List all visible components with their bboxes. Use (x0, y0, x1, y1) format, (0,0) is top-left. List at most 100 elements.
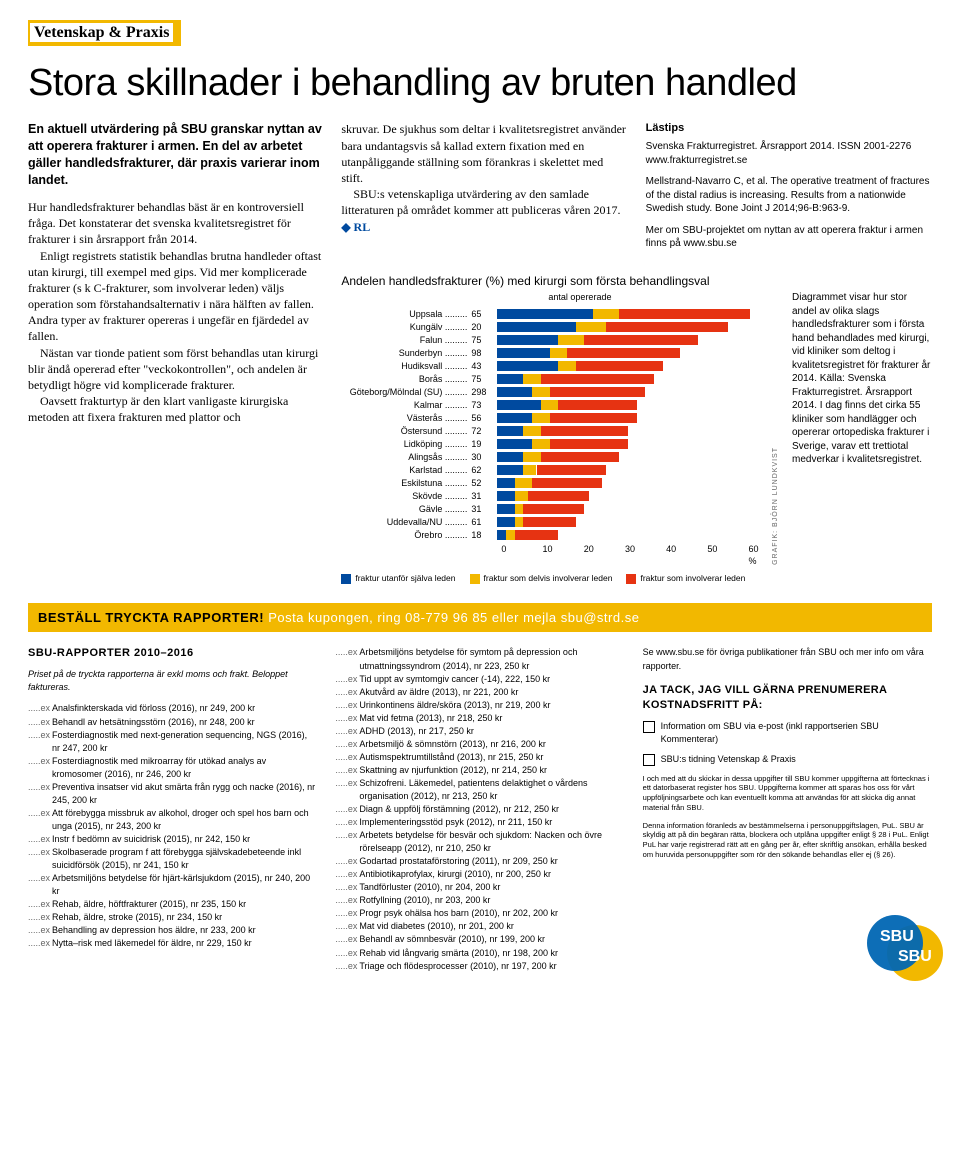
fine-print-2: Denna information föranleds av bestämmel… (643, 821, 932, 860)
body-p3: Nästan var tionde patient som först beha… (28, 345, 323, 394)
bar-row: Falun .........75 (341, 333, 758, 346)
bar-row: Uppsala .........65 (341, 307, 758, 320)
order-item: .....ex Implementeringsstöd psyk (2012),… (335, 816, 624, 829)
tips-p1: Svenska Frakturregistret. Årsrapport 201… (646, 140, 932, 167)
order-item: .....ex Progr psyk ohälsa hos barn (2010… (335, 907, 624, 920)
bar-row: Borås .........75 (341, 372, 758, 385)
bar-row: Östersund .........72 (341, 424, 758, 437)
order-item: .....ex Behandl av sömnbesvär (2010), nr… (335, 933, 624, 946)
bar-row: Kungälv .........20 (341, 320, 758, 333)
brand: Vetenskap & Praxis (30, 23, 173, 42)
lead-paragraph: En aktuell utvärdering på SBU granskar n… (28, 121, 323, 189)
tips-p2: Mellstrand-Navarro C, et al. The operati… (646, 175, 932, 216)
see-website: Se www.sbu.se för övriga publikationer f… (643, 646, 932, 672)
order-item: .....ex Triage och flödesprocesser (2010… (335, 960, 624, 973)
svg-text:SBU: SBU (898, 948, 932, 965)
chart-container: Andelen handledsfrakturer (%) med kirurg… (341, 273, 932, 585)
chart-legend: fraktur utanför själva leden fraktur som… (341, 573, 758, 584)
chart-caption: Diagrammet visar hur stor andel av olika… (792, 291, 932, 585)
author-mark: ◆ RL (341, 220, 370, 234)
body-p4: Oavsett frakturtyp är den klart vanligas… (28, 393, 323, 425)
order-list-1: .....ex Analsfinkterskada vid förloss (2… (28, 702, 317, 950)
order-item: .....ex Nytta–risk med läkemedel för äld… (28, 937, 317, 950)
tips-heading: Lästips (646, 121, 932, 136)
order-item: .....ex Fosterdiagnostik med next-genera… (28, 729, 317, 755)
order-item: .....ex Akutvård av äldre (2013), nr 221… (335, 686, 624, 699)
order-item: .....ex Tandförluster (2010), nr 204, 20… (335, 881, 624, 894)
body-p2: Enligt registrets statistik behandlas br… (28, 248, 323, 345)
banner-left: BESTÄLL TRYCKTA RAPPORTER! (38, 610, 264, 625)
order-item: .....ex Arbetsmiljö & sömnstörn (2013), … (335, 738, 624, 751)
order-item: .....ex Skolbaserade program f att föreb… (28, 846, 317, 872)
order-item: .....ex Godartad prostataförstoring (201… (335, 855, 624, 868)
column-3-tips: Lästips Svenska Frakturregistret. Årsrap… (646, 121, 932, 258)
order-item: .....ex Mat vid diabetes (2010), nr 201,… (335, 920, 624, 933)
order-item: .....ex Rehab vid långvarig smärta (2010… (335, 947, 624, 960)
order-item: .....ex Behandl av hetsätningsstörn (201… (28, 716, 317, 729)
bar-row: Göteborg/Mölndal (SU) .........298 (341, 385, 758, 398)
bar-row: Skövde .........31 (341, 489, 758, 502)
order-item: .....ex Urinkontinens äldre/sköra (2013)… (335, 699, 624, 712)
order-item: .....ex Fosterdiagnostik med mikroarray … (28, 755, 317, 781)
article-columns: En aktuell utvärdering på SBU granskar n… (28, 121, 932, 584)
checkbox-label-1: Information om SBU via e-post (inkl rapp… (661, 720, 932, 746)
section-badge: Vetenskap & Praxis (28, 20, 181, 46)
banner-right: Posta kupongen, ring 08-779 96 85 eller … (268, 610, 639, 625)
order-col-2: .....ex Arbetsmiljöns betydelse för symt… (335, 646, 624, 972)
bar-row: Lidköping .........19 (341, 437, 758, 450)
order-item: .....ex Diagn & uppfölj förstämning (201… (335, 803, 624, 816)
checkbox-row-1[interactable]: Information om SBU via e-post (inkl rapp… (643, 720, 932, 746)
chart-credit: GRAFIK: BJÖRN LUNDKVIST (771, 447, 780, 565)
order-item: .....ex Rotfyllning (2010), nr 203, 200 … (335, 894, 624, 907)
bar-row: Västerås .........56 (341, 411, 758, 424)
chart-title: Andelen handledsfrakturer (%) med kirurg… (341, 273, 932, 289)
legend-a: fraktur utanför själva leden (341, 573, 455, 584)
order-item: .....ex Att förebygga missbruk av alkoho… (28, 807, 317, 833)
bar-row: Hudiksvall .........43 (341, 359, 758, 372)
bar-row: Sunderbyn .........98 (341, 346, 758, 359)
order-note: Priset på de tryckta rapporterna är exkl… (28, 668, 317, 694)
checkbox-row-2[interactable]: SBU:s tidning Vetenskap & Praxis (643, 753, 932, 766)
bar-row: Kalmar .........73 (341, 398, 758, 411)
order-item: .....ex Skattning av njurfunktion (2012)… (335, 764, 624, 777)
col2-p1: skruvar. De sjukhus som deltar i kvalite… (341, 121, 627, 186)
order-col-1: SBU-RAPPORTER 2010–2016 Priset på de try… (28, 646, 317, 972)
chart-subtitle: antal opererade (401, 291, 758, 303)
order-item: .....ex ADHD (2013), nr 217, 250 kr (335, 725, 624, 738)
order-banner: BESTÄLL TRYCKTA RAPPORTER! Posta kuponge… (28, 603, 932, 633)
legend-c: fraktur som involverar leden (626, 573, 745, 584)
order-item: .....ex Behandling av depression hos äld… (28, 924, 317, 937)
order-item: .....ex Tid uppt av symtomgiv cancer (-1… (335, 673, 624, 686)
bar-row: Alingsås .........30 (341, 450, 758, 463)
col2-p2: SBU:s vetenskapliga utvärdering av den s… (341, 187, 620, 217)
chart-axis: 0102030405060 % (501, 543, 758, 567)
order-item: .....ex Rehab, äldre, höftfrakturer (201… (28, 898, 317, 911)
order-section: SBU-RAPPORTER 2010–2016 Priset på de try… (28, 646, 932, 972)
order-item: .....ex Rehab, äldre, stroke (2015), nr … (28, 911, 317, 924)
bar-row: Karlstad .........62 (341, 463, 758, 476)
order-item: .....ex Arbetsmiljöns betydelse för hjär… (28, 872, 317, 898)
legend-b: fraktur som delvis involverar leden (470, 573, 613, 584)
order-list-2: .....ex Arbetsmiljöns betydelse för symt… (335, 646, 624, 972)
body-p1: Hur handledsfrakturer behandlas bäst är … (28, 199, 323, 248)
column-1: En aktuell utvärdering på SBU granskar n… (28, 121, 323, 584)
order-item: .....ex Autismspektrumtillstånd (2013), … (335, 751, 624, 764)
subscribe-heading: JA TACK, JAG VILL GÄRNA PRENUMERERA KOST… (643, 683, 932, 715)
order-item: .....ex Antibiotikaprofylax, kirurgi (20… (335, 868, 624, 881)
order-item: .....ex Arbetets betydelse för besvär oc… (335, 829, 624, 855)
svg-text:SBU: SBU (880, 928, 914, 945)
checkbox-icon[interactable] (643, 754, 655, 766)
bar-row: Gävle .........31 (341, 502, 758, 515)
checkbox-label-2: SBU:s tidning Vetenskap & Praxis (661, 753, 796, 766)
sbu-logo: SBU SBU (860, 913, 950, 983)
order-item: .....ex Arbetsmiljöns betydelse för symt… (335, 646, 624, 672)
page-title: Stora skillnader i behandling av bruten … (28, 64, 932, 104)
column-2: skruvar. De sjukhus som deltar i kvalite… (341, 121, 932, 584)
order-item: .....ex Instr f bedömn av suicidrisk (20… (28, 833, 317, 846)
checkbox-icon[interactable] (643, 721, 655, 733)
order-heading: SBU-RAPPORTER 2010–2016 (28, 646, 317, 662)
bar-row: Uddevalla/NU .........61 (341, 515, 758, 528)
tips-p3: Mer om SBU-projektet om nyttan av att op… (646, 224, 932, 251)
order-item: .....ex Mat vid fetma (2013), nr 218, 25… (335, 712, 624, 725)
fine-print-1: I och med att du skickar in dessa uppgif… (643, 774, 932, 813)
